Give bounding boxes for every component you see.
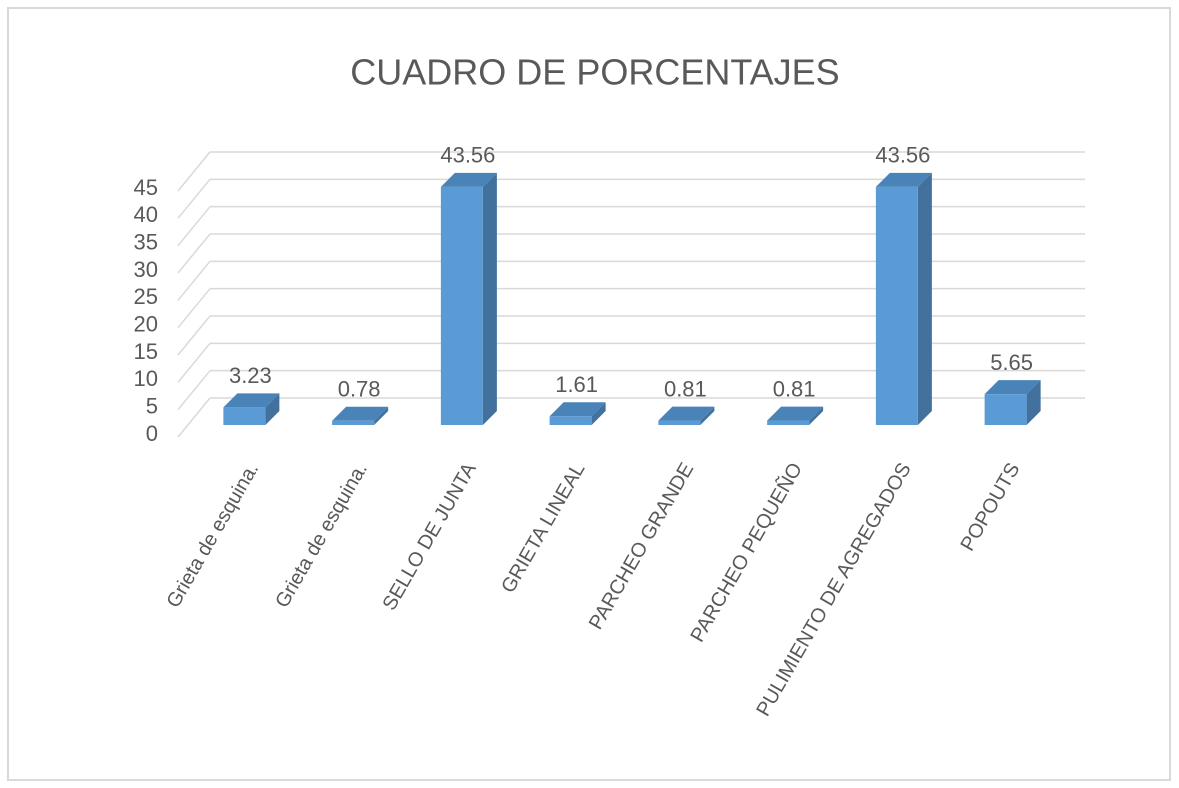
bar-side — [1026, 380, 1041, 425]
bar-front — [658, 420, 701, 425]
data-label: 5.65 — [990, 350, 1033, 375]
bar-side — [482, 172, 497, 425]
y-tick-label: 5 — [146, 393, 158, 418]
data-label: 1.61 — [555, 372, 598, 397]
bar — [549, 402, 606, 425]
bar-top — [549, 402, 606, 417]
data-label: 0.81 — [664, 376, 707, 401]
bar-top — [332, 406, 389, 421]
grid-line-depth — [177, 370, 211, 411]
bar — [440, 172, 497, 425]
grid-line-depth — [177, 178, 211, 219]
grid-line-depth — [177, 151, 211, 192]
bar-side — [809, 406, 824, 425]
bar — [984, 380, 1041, 425]
bar-top — [767, 406, 824, 421]
bar — [223, 393, 280, 425]
y-tick-label: 45 — [134, 175, 158, 200]
bar-side — [374, 406, 389, 425]
data-label: 43.56 — [440, 143, 495, 168]
data-label: 43.56 — [875, 143, 930, 168]
grid-line-depth — [177, 233, 211, 274]
bar — [658, 406, 715, 425]
bar-top — [223, 393, 280, 408]
bar-front — [332, 420, 375, 425]
y-tick-label: 40 — [134, 202, 158, 227]
bar-top — [875, 172, 932, 187]
chart-frame — [7, 7, 1171, 781]
bar — [875, 172, 932, 425]
bar-top — [440, 172, 497, 187]
data-label: 3.23 — [229, 363, 272, 388]
chart-title: CUADRO DE PORCENTAJES — [350, 52, 839, 93]
y-tick-label: 35 — [134, 229, 158, 254]
y-tick-label: 25 — [134, 284, 158, 309]
y-tick-label: 30 — [134, 257, 158, 282]
y-tick-label: 20 — [134, 311, 158, 336]
bar-top — [658, 406, 715, 421]
grid-line-depth — [177, 260, 211, 301]
grid-line-depth — [177, 342, 211, 383]
bar-front — [549, 416, 592, 425]
bar-front — [440, 186, 483, 425]
data-label: 0.78 — [338, 377, 381, 402]
bar-side — [700, 406, 715, 425]
grid-line-depth — [177, 206, 211, 247]
grid-line-depth — [177, 315, 211, 356]
bar-front — [984, 394, 1027, 425]
bar-side — [265, 393, 280, 425]
data-label: 0.81 — [773, 376, 816, 401]
y-tick-label: 15 — [134, 339, 158, 364]
y-tick-label: 10 — [134, 366, 158, 391]
grid-line-depth — [177, 288, 211, 329]
bar — [332, 406, 389, 425]
bar — [767, 406, 824, 425]
grid-line-depth — [177, 397, 211, 438]
bar-top — [984, 380, 1041, 395]
bar-front — [767, 420, 810, 425]
bar-front — [875, 186, 918, 425]
bar-side — [591, 402, 606, 425]
bar-front — [223, 407, 266, 425]
y-tick-label: 0 — [146, 421, 158, 446]
bar-side — [917, 172, 932, 425]
